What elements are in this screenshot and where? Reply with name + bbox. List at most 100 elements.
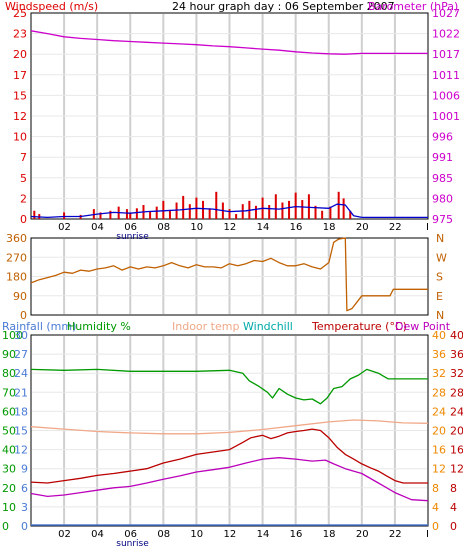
x-tick-label: 04 — [91, 529, 104, 540]
x-tick-label: 18 — [323, 529, 336, 540]
windspeed-bar — [268, 204, 271, 219]
windspeed-bar — [162, 200, 165, 219]
windspeed-bar — [281, 202, 284, 219]
windspeed-tick-label: 23 — [13, 28, 27, 41]
compass-tick-label: N — [436, 232, 444, 245]
windspeed-bar — [125, 209, 128, 219]
wind-pressure-grid — [32, 14, 427, 218]
indoor-temp-tick-label: 40 — [432, 329, 446, 342]
x-end-mark: I — [426, 222, 429, 233]
rainfall-tick-label: 3 — [21, 501, 28, 514]
x-tick-label: 20 — [356, 529, 369, 540]
temperature-tick-label: 32 — [450, 367, 463, 380]
rainfall-tick-label: 0 — [21, 520, 28, 533]
x-tick-label: 02 — [58, 529, 71, 540]
windspeed-bar — [342, 198, 345, 219]
barometer-tick-label: 985 — [432, 172, 453, 185]
windspeed-bar — [175, 202, 178, 219]
rainfall-tick-label: 12 — [14, 444, 28, 457]
barometer-axis-label: Barometer (hPa) — [368, 0, 458, 13]
x-tick-label: 14 — [257, 222, 270, 233]
windspeed-bar — [135, 208, 138, 219]
windspeed-bar — [215, 191, 218, 219]
windspeed-bar — [254, 205, 257, 219]
x-tick-label: 12 — [224, 529, 237, 540]
indoor-temp-legend-label: Indoor temp — [172, 320, 239, 333]
rainfall-tick-label: 21 — [14, 386, 28, 399]
windspeed-bar — [155, 206, 158, 219]
windspeed-bar — [129, 212, 132, 219]
humidity-tick-label: 30 — [2, 463, 16, 476]
barometer-tick-label: 975 — [432, 213, 453, 226]
temperature-tick-label: 36 — [450, 348, 463, 361]
barometer-tick-label: 991 — [432, 151, 453, 164]
windspeed-bar — [63, 212, 66, 219]
windspeed-tick-label: 25 — [13, 7, 27, 20]
humidity-line — [30, 368, 428, 405]
indoor-temp-tick-label: 16 — [432, 444, 446, 457]
temperature-tick-label: 4 — [450, 501, 457, 514]
indoor-temp-tick-label: 8 — [432, 482, 439, 495]
windspeed-bar — [149, 211, 152, 219]
compass-tick-label: W — [436, 251, 447, 264]
windspeed-tick-label: 10 — [13, 131, 27, 144]
barometer-tick-label: 1022 — [432, 28, 460, 41]
windspeed-axis-label: Windspeed (m/s) — [5, 0, 98, 13]
x-tick-label: 16 — [290, 222, 303, 233]
wind-average-line — [30, 203, 428, 219]
direction-tick-label: 270 — [6, 251, 27, 264]
humidity-tick-label: 0 — [2, 520, 9, 533]
temperature-tick-label: 16 — [450, 444, 463, 457]
temperature-legend-label: Temperature (°C) — [311, 320, 407, 333]
windspeed-tick-label: 12 — [13, 110, 27, 123]
temperature-tick-label: 28 — [450, 386, 463, 399]
indoor-temp-tick-label: 32 — [432, 367, 446, 380]
humidity-tick-label: 80 — [2, 367, 16, 380]
temperature-tick-label: 8 — [450, 482, 457, 495]
x-end-mark: I — [426, 529, 429, 540]
wind-direction-grid — [32, 239, 427, 314]
temperature-humidity-grid — [32, 336, 427, 525]
windspeed-bar — [294, 192, 297, 219]
windspeed-tick-label: 2 — [20, 192, 27, 205]
windspeed-bar — [208, 208, 211, 219]
indoor-temp-tick-label: 0 — [432, 520, 439, 533]
temperature-line — [30, 428, 428, 484]
indoor-temp-tick-label: 4 — [432, 501, 439, 514]
windspeed-bar — [314, 205, 317, 219]
windspeed-tick-label: 7 — [20, 151, 27, 164]
temperature-tick-label: 0 — [450, 520, 457, 533]
windspeed-tick-label: 15 — [13, 89, 27, 102]
compass-tick-label: E — [436, 290, 443, 303]
x-tick-label: 06 — [124, 222, 137, 233]
barometer-tick-label: 996 — [432, 131, 453, 144]
rainfall-tick-label: 27 — [14, 348, 28, 361]
humidity-legend-label: Humidity % — [67, 320, 131, 333]
dew-point-line — [30, 457, 429, 502]
indoor-temp-tick-label: 20 — [432, 425, 446, 438]
indoor-temp-tick-label: 36 — [432, 348, 446, 361]
humidity-tick-label: 60 — [2, 405, 16, 418]
x-tick-label: 22 — [389, 222, 402, 233]
humidity-tick-label: 20 — [2, 482, 16, 495]
temperature-tick-label: 40 — [450, 329, 463, 342]
temperature-tick-label: 12 — [450, 463, 463, 476]
barometer-tick-label: 980 — [432, 192, 453, 205]
x-tick-label: 20 — [356, 222, 369, 233]
sunrise-label: sunrise — [116, 232, 149, 242]
x-tick-label: 08 — [157, 222, 170, 233]
series-layer — [30, 30, 429, 526]
windspeed-bar — [109, 210, 112, 219]
barometer-tick-label: 1001 — [432, 110, 460, 123]
page-title: 24 hour graph day : 06 September 2007 — [172, 0, 395, 13]
windspeed-bar — [228, 209, 231, 219]
sunrise-label: sunrise — [116, 539, 149, 549]
rainfall-tick-label: 18 — [14, 405, 28, 418]
direction-tick-label: 180 — [6, 271, 27, 284]
windspeed-bar — [349, 210, 352, 219]
humidity-tick-label: 70 — [2, 386, 16, 399]
indoor-temp-tick-label: 12 — [432, 463, 446, 476]
windspeed-bar — [168, 209, 171, 219]
